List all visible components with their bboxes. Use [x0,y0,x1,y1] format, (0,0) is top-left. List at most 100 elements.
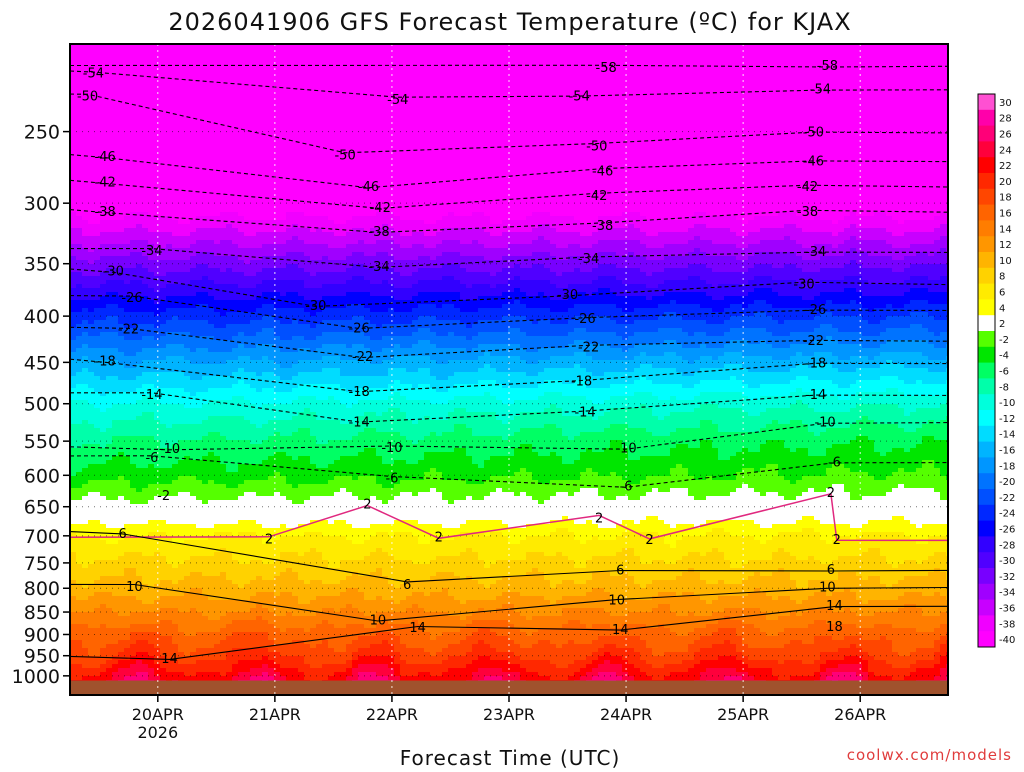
field-cell [478,140,485,145]
field-cell [646,176,653,181]
field-cell [82,100,89,105]
field-cell [94,156,101,161]
field-cell [388,112,395,117]
field-cell [694,100,701,105]
field-cell [610,60,617,65]
field-cell [436,172,443,177]
field-cell [238,88,245,93]
field-cell [526,116,533,121]
field-cell [220,148,227,153]
field-cell [214,52,221,57]
field-cell [634,120,641,125]
field-cell [448,92,455,97]
field-cell [166,148,173,153]
field-cell [778,112,785,117]
field-cell [256,80,263,85]
field-cell [394,172,401,177]
field-cell [298,80,305,85]
field-cell [340,52,347,57]
field-cell [766,144,773,149]
field-cell [646,76,653,81]
field-cell [832,56,839,61]
field-cell [328,92,335,97]
field-cell [70,76,77,81]
field-cell [322,84,329,89]
field-cell [880,76,887,81]
field-cell [100,92,107,97]
field-cell [886,116,893,121]
field-cell [874,56,881,61]
field-cell [172,144,179,149]
field-cell [802,152,809,157]
field-cell [94,88,101,93]
field-cell [940,80,947,85]
field-cell [502,76,509,81]
field-cell [700,172,707,177]
field-cell [316,92,323,97]
field-cell [304,156,311,161]
field-cell [928,52,935,57]
field-cell [820,144,827,149]
field-cell [634,112,641,117]
field-cell [280,176,287,181]
field-cell [682,92,689,97]
field-cell [922,100,929,105]
field-cell [616,64,623,69]
field-cell [100,168,107,173]
field-cell [484,164,491,169]
field-cell [556,60,563,65]
field-cell [220,96,227,101]
field-cell [166,112,173,117]
field-cell [424,68,431,73]
field-cell [712,76,719,81]
field-cell [682,104,689,109]
field-cell [892,100,899,105]
field-cell [886,80,893,85]
field-cell [544,168,551,173]
field-cell [376,116,383,121]
field-cell [628,96,635,101]
field-cell [868,160,875,165]
field-cell [868,92,875,97]
field-cell [832,124,839,129]
field-cell [244,64,251,69]
field-cell [478,132,485,137]
field-cell [136,112,143,117]
field-cell [826,168,833,173]
field-cell [688,52,695,57]
field-cell [394,44,401,49]
field-cell [214,164,221,169]
field-cell [658,144,665,149]
field-cell [406,72,413,77]
field-cell [694,132,701,137]
field-cell [844,44,851,49]
field-cell [166,140,173,145]
field-cell [274,100,281,105]
field-cell [556,108,563,113]
field-cell [424,72,431,77]
field-cell [850,148,857,153]
field-cell [880,160,887,165]
field-cell [718,168,725,173]
field-cell [526,124,533,129]
field-cell [892,60,899,65]
field-cell [346,88,353,93]
field-cell [760,124,767,129]
field-cell [598,84,605,89]
field-cell [400,64,407,69]
field-cell [580,136,587,141]
field-cell [820,160,827,165]
field-cell [568,80,575,85]
field-cell [946,164,948,169]
field-cell [160,108,167,113]
field-cell [472,144,479,149]
field-cell [250,68,257,73]
field-cell [256,44,263,49]
field-cell [124,132,131,137]
field-cell [286,136,293,141]
field-cell [406,112,413,117]
field-cell [628,104,635,109]
field-cell [250,48,257,53]
field-cell [94,120,101,125]
field-cell [70,164,77,169]
